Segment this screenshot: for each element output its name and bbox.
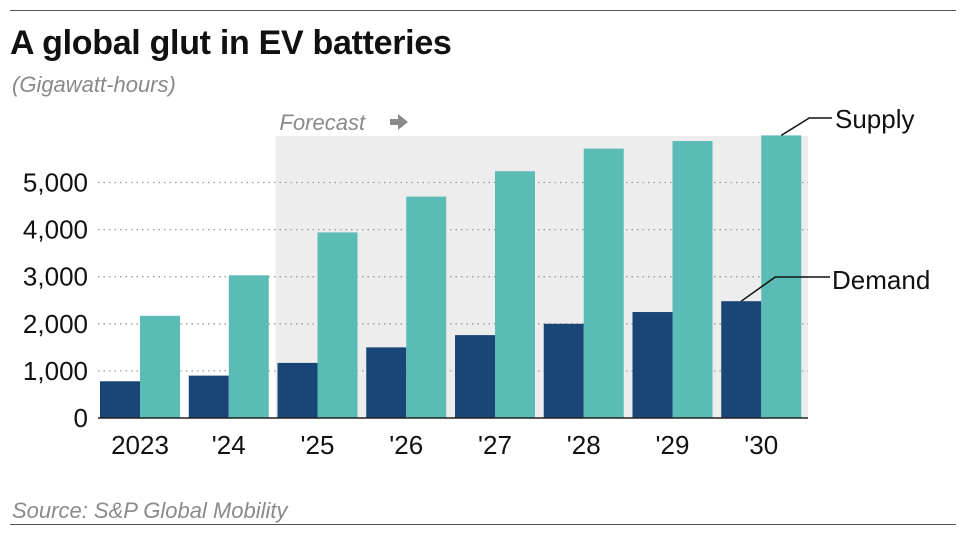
bar-demand bbox=[366, 347, 407, 418]
y-tick-label: 0 bbox=[74, 403, 88, 433]
y-tick-label: 1,000 bbox=[23, 356, 88, 386]
bottom-rule bbox=[10, 524, 956, 525]
forecast-region bbox=[275, 136, 808, 418]
chart-subtitle: (Gigawatt-hours) bbox=[12, 72, 176, 97]
bar-demand bbox=[543, 323, 584, 418]
x-tick-label: 2023 bbox=[111, 430, 169, 460]
demand-leader-line bbox=[740, 276, 830, 302]
y-tick-label: 4,000 bbox=[23, 215, 88, 245]
bar-demand bbox=[100, 381, 140, 418]
forecast-label: Forecast bbox=[280, 110, 366, 135]
forecast-arrow-icon bbox=[390, 114, 408, 130]
y-tick-label: 3,000 bbox=[23, 262, 88, 292]
bar-demand bbox=[632, 312, 673, 418]
bar-supply bbox=[228, 275, 269, 418]
bar-demand bbox=[188, 375, 229, 418]
bar-supply bbox=[140, 315, 180, 418]
top-rule bbox=[10, 10, 956, 11]
x-tick-label: '25 bbox=[301, 430, 335, 460]
supply-label: Supply bbox=[835, 104, 915, 134]
y-tick-label: 2,000 bbox=[23, 309, 88, 339]
x-tick-label: '24 bbox=[212, 430, 246, 460]
bar-demand bbox=[455, 335, 495, 418]
bar-supply bbox=[583, 148, 624, 418]
x-tick-label: '26 bbox=[389, 430, 423, 460]
x-tick-label: '29 bbox=[656, 430, 690, 460]
bar-supply bbox=[406, 196, 447, 418]
bar-supply bbox=[317, 232, 358, 418]
x-tick-label: '28 bbox=[567, 430, 601, 460]
supply-leader-line bbox=[780, 117, 832, 137]
y-tick-label: 5,000 bbox=[23, 168, 88, 198]
chart-title: A global glut in EV batteries bbox=[10, 24, 452, 62]
x-tick-label: '27 bbox=[478, 430, 512, 460]
bar-supply bbox=[495, 171, 535, 418]
bar-demand bbox=[721, 301, 762, 418]
source-note: Source: S&P Global Mobility bbox=[12, 498, 288, 523]
demand-label: Demand bbox=[832, 265, 930, 295]
bar-supply bbox=[672, 141, 713, 418]
bar-demand bbox=[277, 362, 318, 418]
x-tick-label: '30 bbox=[744, 430, 778, 460]
